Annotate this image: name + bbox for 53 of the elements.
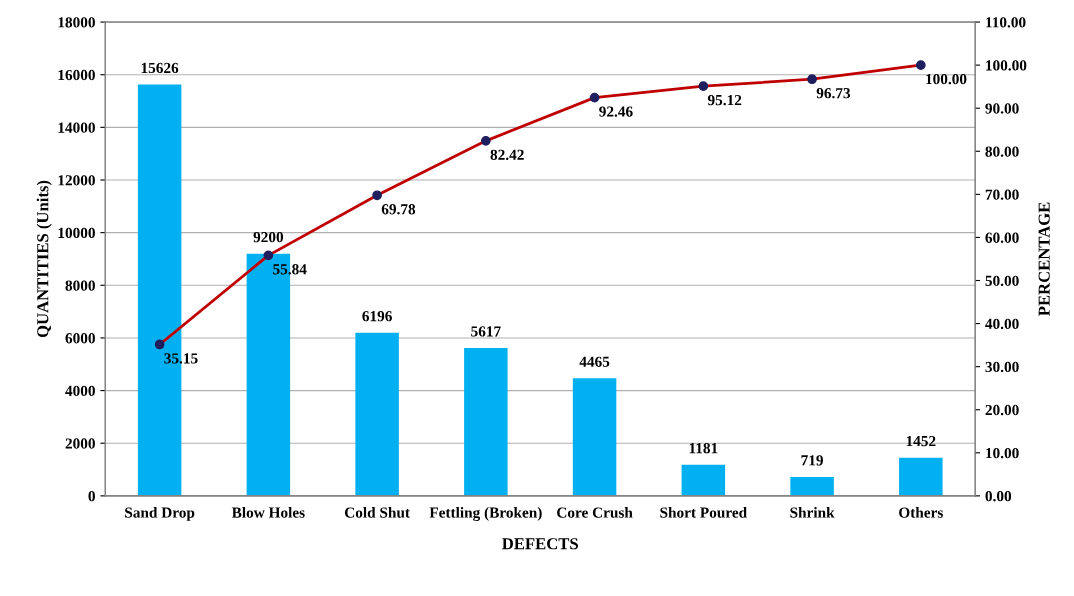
y-tick-label: 12000: [58, 175, 95, 186]
bar: [681, 464, 726, 496]
y-axis-title: QUANTITIES (Units): [36, 180, 52, 338]
x-tick-label: Fettling (Broken): [429, 506, 542, 521]
y-tick-label: 0: [88, 491, 95, 502]
y2-tick-label: 10.00: [986, 447, 1019, 459]
data-label: 96.73: [816, 88, 851, 99]
bar: [790, 476, 834, 496]
bar: [464, 348, 508, 496]
y2-tick-label: 70.00: [985, 189, 1019, 200]
bar: [572, 378, 617, 496]
data-label: 100.00: [926, 73, 967, 85]
y-tick-label: 16000: [58, 69, 95, 81]
y2-tick-label: 20.00: [985, 404, 1019, 416]
data-label: 1181: [689, 443, 718, 454]
y2-tick-label: 110.00: [986, 17, 1026, 28]
bar: [899, 457, 943, 496]
data-label: 5617: [471, 326, 501, 337]
y2-tick-label: 80.00: [985, 146, 1019, 157]
y2-tick-label: 100.00: [986, 60, 1027, 71]
x-tick-label: Shrink: [790, 506, 835, 518]
data-label: 719: [801, 455, 823, 466]
y2-tick-label: 50.00: [985, 275, 1019, 287]
y-tick-label: 14000: [58, 122, 95, 133]
y2-tick-label: 90.00: [985, 103, 1019, 114]
x-tick-label: Short Poured: [660, 506, 747, 518]
data-label: 95.12: [707, 94, 742, 106]
y-tick-label: 4000: [65, 385, 95, 397]
data-label: 1452: [906, 435, 936, 447]
data-label: 6196: [362, 311, 392, 322]
x-tick-label: Core Crush: [557, 506, 633, 518]
y-tick-label: 6000: [65, 333, 95, 344]
data-label: 4465: [579, 356, 610, 367]
x-tick-label: Others: [899, 506, 943, 518]
y-tick-label: 8000: [65, 280, 95, 291]
x-axis-title: DEFECTS: [502, 538, 578, 550]
data-label: 15626: [141, 62, 179, 74]
y2-tick-label: 0.00: [985, 491, 1012, 502]
y-tick-label: 18000: [58, 17, 95, 28]
y2-tick-label: 40.00: [985, 318, 1019, 330]
y2-tick-label: 30.00: [985, 361, 1019, 373]
data-label: 69.78: [381, 204, 416, 215]
y2-axis-title: PERCENTAGE: [1038, 202, 1050, 316]
y-tick-label: 2000: [65, 438, 95, 449]
data-label: 92.46: [599, 106, 633, 117]
y-tick-label: 10000: [58, 227, 95, 239]
x-tick-label: Blow Holes: [231, 506, 305, 518]
x-tick-label: Cold Shut: [344, 506, 410, 518]
x-tick-label: Sand Drop: [125, 506, 195, 521]
data-label: 82.42: [490, 149, 524, 160]
y2-tick-label: 60.00: [985, 232, 1019, 243]
bar: [355, 332, 399, 496]
data-label: 9200: [253, 231, 284, 243]
